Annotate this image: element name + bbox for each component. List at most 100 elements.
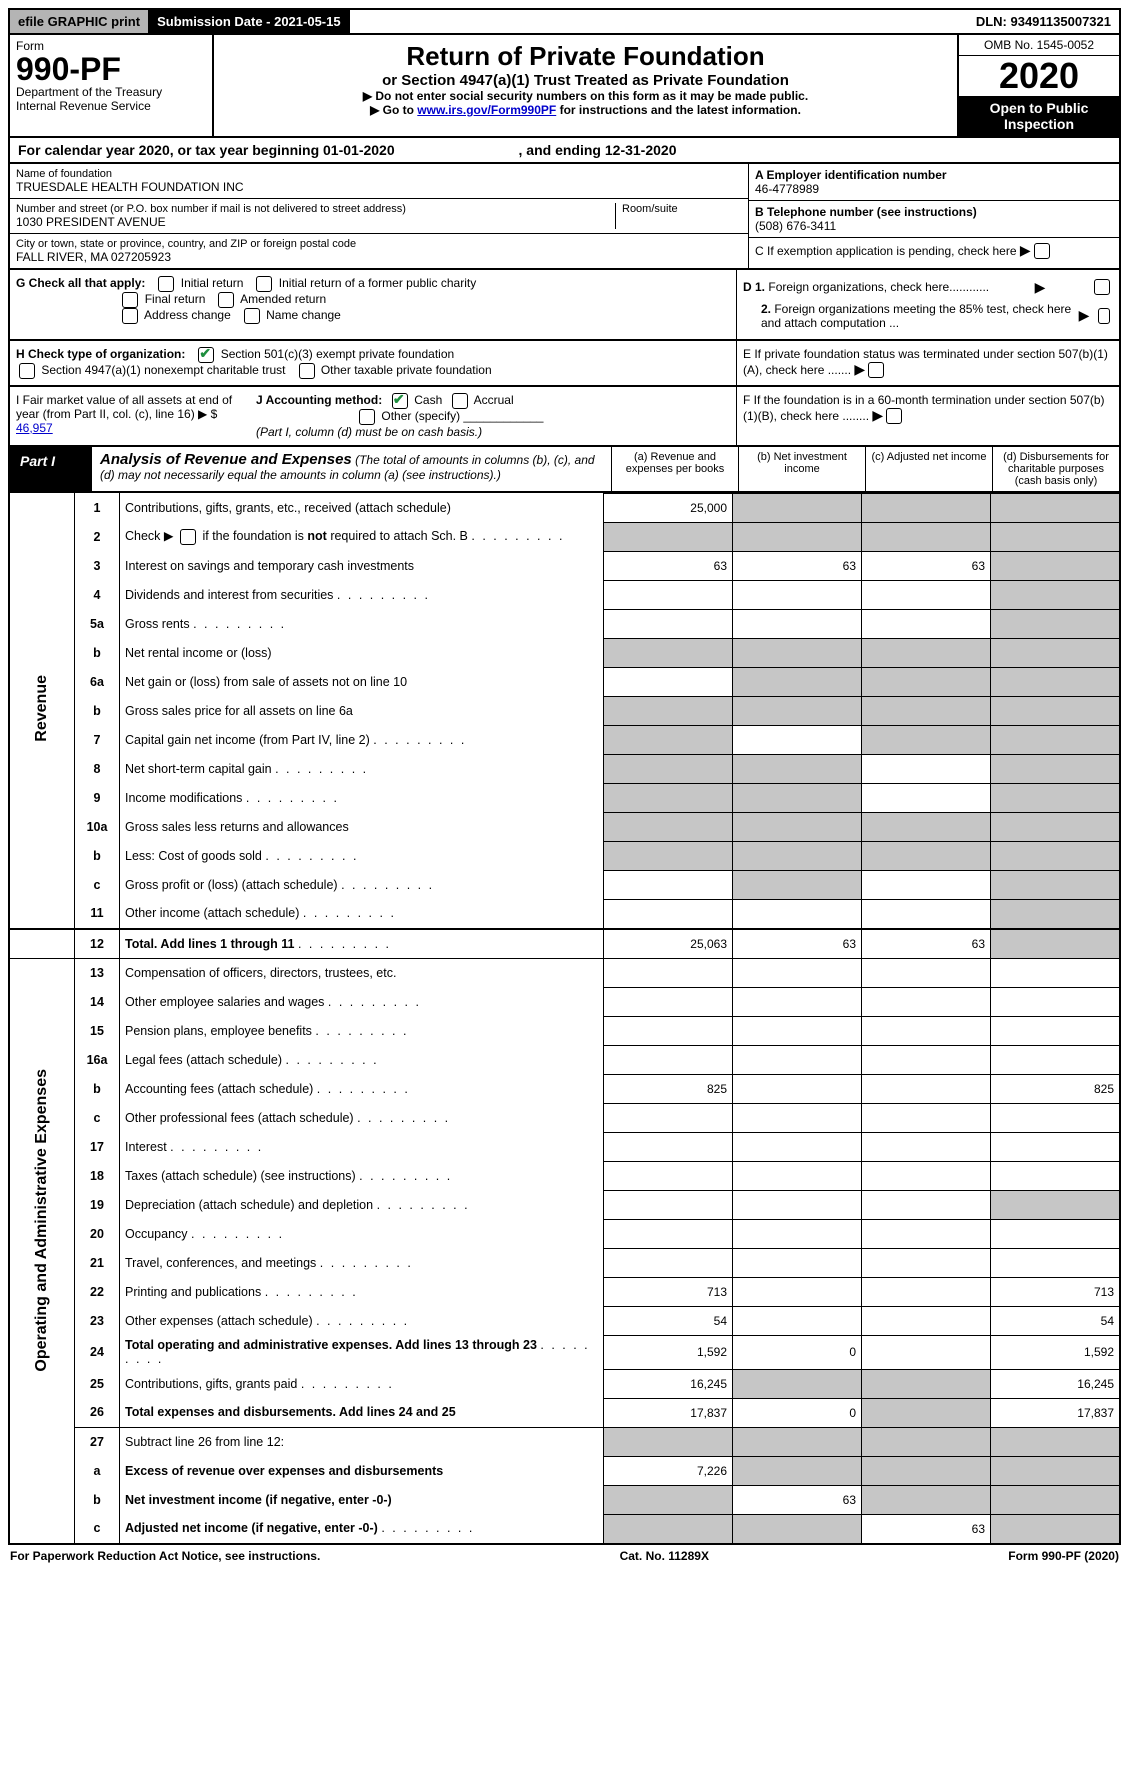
header-center: Return of Private Foundation or Section … [214,35,957,136]
g-initial-checkbox[interactable] [158,276,174,292]
cal-prefix: For calendar year 2020, or tax year begi… [18,142,323,158]
line-5a: 5aGross rents [9,609,1120,638]
desc-1: Contributions, gifts, grants, etc., rece… [120,493,604,522]
part1-label: Part I [10,447,92,491]
form-link[interactable]: www.irs.gov/Form990PF [417,103,556,117]
line-8: 8Net short-term capital gain [9,754,1120,783]
h-4947-checkbox[interactable] [19,363,35,379]
line-10b: bLess: Cost of goods sold [9,841,1120,870]
c-1 [862,493,991,522]
g-section: G Check all that apply: Initial return I… [8,270,1121,341]
desc-2: Check ▶ if the foundation is not require… [120,522,604,551]
g-amended: Amended return [240,292,326,306]
line-10c: cGross profit or (loss) (attach schedule… [9,870,1120,899]
i-label: I Fair market value of all assets at end… [16,393,232,421]
col-b-head: (b) Net investment income [739,447,866,491]
form-subtitle: or Section 4947(a)(1) Trust Treated as P… [224,72,947,89]
footer-right: Form 990-PF (2020) [1008,1549,1119,1563]
j-label: J Accounting method: [256,393,382,407]
room-label: Room/suite [622,203,742,215]
form-title: Return of Private Foundation [224,41,947,72]
calendar-year-row: For calendar year 2020, or tax year begi… [8,138,1121,164]
d2-checkbox[interactable] [1098,308,1110,324]
header-right: OMB No. 1545-0052 2020 Open to Public In… [957,35,1119,136]
g-final-checkbox[interactable] [122,292,138,308]
f-checkbox[interactable] [886,408,902,424]
ein-label: A Employer identification number [755,168,947,182]
line-26: 26Total expenses and disbursements. Add … [9,1398,1120,1427]
j-accrual-checkbox[interactable] [452,393,468,409]
open-inspection: Open to Public Inspection [959,96,1119,136]
line-6b: bGross sales price for all assets on lin… [9,696,1120,725]
desc-3: Interest on savings and temporary cash i… [120,551,604,580]
l2-checkbox[interactable] [180,529,196,545]
d-right: D 1. D 1. Foreign organizations, check h… [736,270,1119,339]
col-d-head: (d) Disbursements for charitable purpose… [993,447,1119,491]
j-other-checkbox[interactable] [359,409,375,425]
note-1: ▶ Do not enter social security numbers o… [224,89,947,103]
line-12: 12 Total. Add lines 1 through 11 25,0636… [9,929,1120,959]
name-cell: Name of foundation TRUESDALE HEALTH FOUN… [10,164,748,199]
ln-1: 1 [75,493,120,522]
j-cash-checkbox[interactable] [392,393,408,409]
phone-value: (508) 676-3411 [755,219,1113,233]
h-501c3-checkbox[interactable] [198,347,214,363]
b-1 [733,493,862,522]
line-27b: bNet investment income (if negative, ent… [9,1485,1120,1514]
footer-left: For Paperwork Reduction Act Notice, see … [10,1549,320,1563]
dept-label: Department of the Treasury [16,85,206,99]
entity-info: Name of foundation TRUESDALE HEALTH FOUN… [8,164,1121,270]
line-19: 19Depreciation (attach schedule) and dep… [9,1190,1120,1219]
g-addr-checkbox[interactable] [122,308,138,324]
g-final: Final return [145,292,206,306]
g-name-checkbox[interactable] [244,308,260,324]
line-24: 24Total operating and administrative exp… [9,1335,1120,1369]
efile-label[interactable]: efile GRAPHIC print [10,10,149,33]
line-9: 9Income modifications [9,783,1120,812]
c-cell: C If exemption application is pending, c… [749,238,1119,264]
line-16b: bAccounting fees (attach schedule) 82582… [9,1074,1120,1103]
h-other-checkbox[interactable] [299,363,315,379]
c-3: 63 [862,551,991,580]
e-label: E If private foundation status was termi… [743,347,1108,377]
page-footer: For Paperwork Reduction Act Notice, see … [8,1545,1121,1567]
phone-label: B Telephone number (see instructions) [755,205,977,219]
line-17: 17Interest [9,1132,1120,1161]
line-18: 18Taxes (attach schedule) (see instructi… [9,1161,1120,1190]
header-left: Form 990-PF Department of the Treasury I… [10,35,214,136]
line-27: 27Subtract line 26 from line 12: [9,1427,1120,1456]
g-left: G Check all that apply: Initial return I… [10,270,736,339]
spacer [350,10,968,33]
line-23: 23Other expenses (attach schedule) 5454 [9,1306,1120,1335]
e-checkbox[interactable] [868,362,884,378]
line-15: 15Pension plans, employee benefits [9,1016,1120,1045]
c-checkbox[interactable] [1034,243,1050,259]
line-27a: aExcess of revenue over expenses and dis… [9,1456,1120,1485]
line-14: 14Other employee salaries and wages [9,987,1120,1016]
line-3: 3 Interest on savings and temporary cash… [9,551,1120,580]
footer-mid: Cat. No. 11289X [620,1549,709,1563]
e-right: E If private foundation status was termi… [736,341,1119,385]
line-22: 22Printing and publications 713713 [9,1277,1120,1306]
d-1 [991,493,1121,522]
cal-begin: 01-01-2020 [323,142,395,158]
name-label: Name of foundation [16,168,742,180]
addr-label: Number and street (or P.O. box number if… [16,203,615,215]
irs-label: Internal Revenue Service [16,99,206,113]
g-initial: Initial return [181,276,244,290]
g-amended-checkbox[interactable] [218,292,234,308]
line-10a: 10aGross sales less returns and allowanc… [9,812,1120,841]
ein-value: 46-4778989 [755,182,1113,196]
g-initial-former-checkbox[interactable] [256,276,272,292]
cal-mid: , and ending [519,142,605,158]
note-2: ▶ Go to www.irs.gov/Form990PF for instru… [224,103,947,117]
d1-checkbox[interactable] [1094,279,1110,295]
i-value: 46,957 [16,421,53,435]
line-11: 11Other income (attach schedule) [9,899,1120,929]
expenses-vlabel: Operating and Administrative Expenses [33,1069,51,1372]
line-13: Operating and Administrative Expenses 13… [9,958,1120,987]
g-addr: Address change [144,308,231,322]
line-21: 21Travel, conferences, and meetings [9,1248,1120,1277]
line-27c: cAdjusted net income (if negative, enter… [9,1514,1120,1544]
h-4947: Section 4947(a)(1) nonexempt charitable … [41,363,285,377]
